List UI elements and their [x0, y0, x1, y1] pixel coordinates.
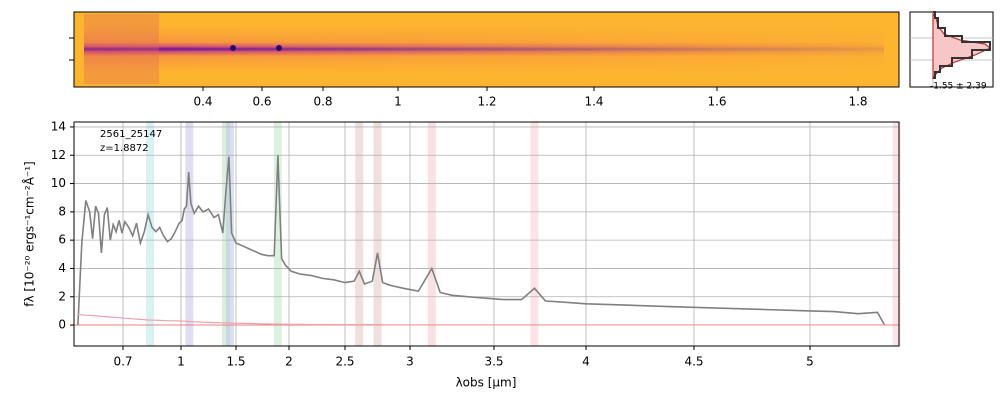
y-tick-label: 2 — [58, 289, 66, 303]
side-histogram: -1.55 ± 2.39 — [909, 11, 994, 92]
line-band — [355, 122, 364, 346]
x-tick-label: 3.5 — [484, 355, 503, 369]
line-band — [185, 122, 194, 346]
x-tick-label: 1.5 — [226, 355, 245, 369]
top-x-tick-label: 1 — [394, 95, 402, 109]
y-tick-label: 12 — [51, 148, 66, 162]
y-tick-label: 10 — [51, 176, 66, 190]
top-x-tick-label: 1.8 — [848, 95, 867, 109]
trace-fade — [84, 26, 884, 72]
main-plot — [74, 122, 901, 346]
spectrum-line — [77, 313, 885, 326]
noise-region — [84, 14, 159, 84]
top-x-tick-label: 1.4 — [584, 95, 603, 109]
x-tick-label: 5 — [806, 355, 814, 369]
x-tick-label: 4.5 — [684, 355, 703, 369]
y-tick-label: 14 — [51, 119, 66, 133]
hist-data — [933, 11, 991, 79]
line-band — [146, 122, 155, 346]
line-band — [892, 122, 901, 346]
x-axis-label: λobs [μm] — [456, 376, 517, 390]
y-tick-label: 4 — [58, 261, 66, 275]
x-tick-label: 2.5 — [335, 355, 354, 369]
line-band — [373, 122, 382, 346]
top-x-tick-label: 0.6 — [252, 95, 271, 109]
y-axis-label: fλ [10⁻²⁰ ergs⁻¹cm⁻²Å⁻¹] — [22, 161, 37, 306]
line-spot — [230, 45, 236, 51]
hist-label: -1.55 ± 2.39 — [930, 82, 987, 92]
y-tick-label: 8 — [58, 204, 66, 218]
annotation: z=1.8872 — [100, 143, 149, 154]
x-tick-label: 1 — [177, 355, 185, 369]
annotation: 2561_25147 — [100, 129, 162, 140]
y-tick-label: 6 — [58, 233, 66, 247]
line-band — [427, 122, 436, 346]
line-band — [273, 122, 282, 346]
top-x-tick-label: 0.8 — [313, 95, 332, 109]
y-tick-label: 0 — [58, 318, 66, 332]
x-tick-label: 0.7 — [113, 355, 132, 369]
x-tick-label: 3 — [406, 355, 414, 369]
top-x-tick-label: 1.2 — [477, 95, 496, 109]
x-tick-label: 4 — [582, 355, 590, 369]
top-x-tick-label: 1.6 — [707, 95, 726, 109]
line-band — [225, 122, 234, 346]
plot-frame — [73, 121, 900, 347]
line-band — [530, 122, 539, 346]
top-x-tick-label: 0.4 — [193, 95, 212, 109]
spectrum-line — [77, 155, 886, 326]
spectrum-2d — [69, 11, 900, 88]
x-tick-label: 2 — [285, 355, 293, 369]
line-spot — [276, 45, 282, 51]
